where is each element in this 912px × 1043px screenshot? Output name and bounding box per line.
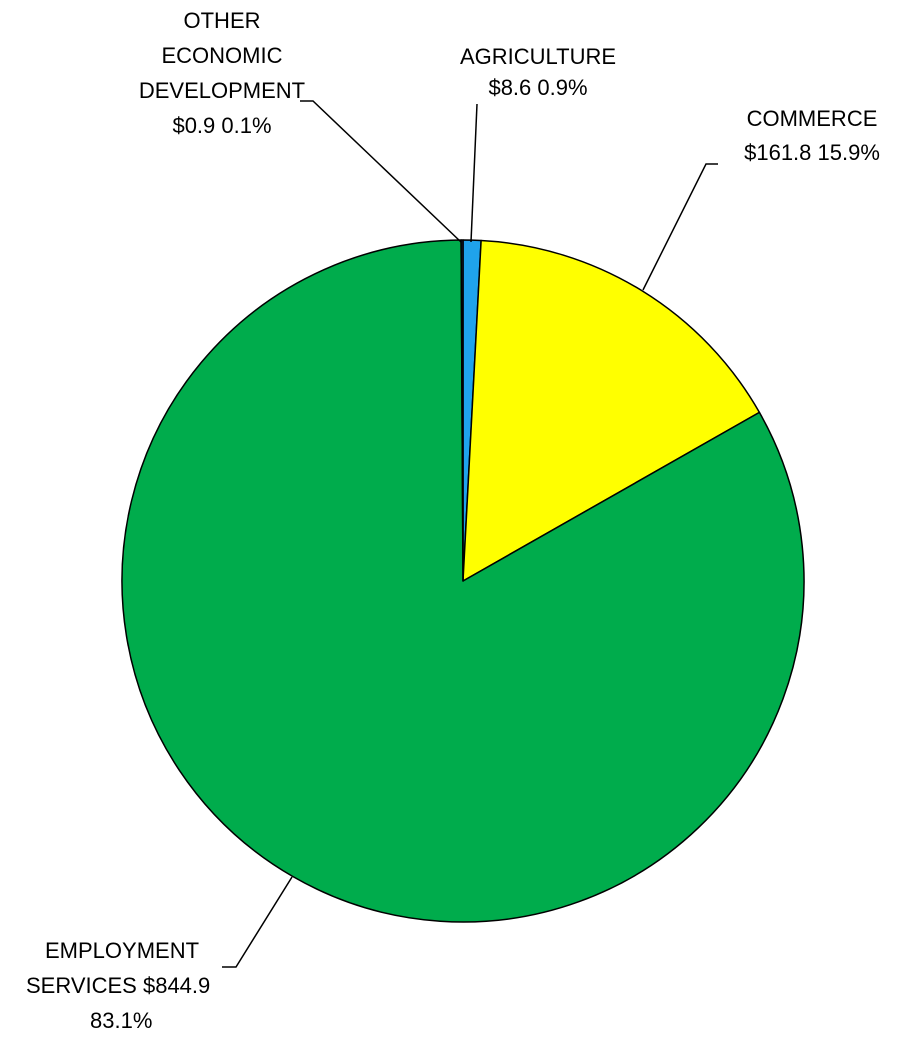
- slice-label-line: DEVELOPMENT: [139, 78, 305, 103]
- leader-line-agriculture: [470, 103, 478, 243]
- leader-line-commerce: [642, 163, 718, 291]
- slice-label-employment-services: EMPLOYMENT SERVICES $844.9 83.1%: [26, 938, 210, 1033]
- slice-label-line: COMMERCE: [747, 106, 878, 131]
- slice-label-line: $161.8 15.9%: [744, 140, 880, 165]
- pie-slices: [121, 239, 805, 923]
- slice-label-line: 83.1%: [90, 1008, 152, 1033]
- leader-lines: [222, 100, 718, 968]
- slice-label-other-economic-development: OTHER ECONOMIC DEVELOPMENT $0.9 0.1%: [139, 8, 305, 138]
- slice-label-line: OTHER: [184, 8, 261, 33]
- slice-label-line: EMPLOYMENT: [45, 938, 199, 963]
- slice-label-line: $0.9 0.1%: [172, 113, 271, 138]
- slice-label-line: ECONOMIC: [162, 43, 283, 68]
- slice-label-commerce: COMMERCE $161.8 15.9%: [744, 106, 880, 165]
- slice-label-line: SERVICES $844.9: [26, 973, 210, 998]
- slice-label-line: $8.6 0.9%: [488, 75, 587, 100]
- pie-slice-other-economic-development: [460, 239, 464, 582]
- slice-label-line: AGRICULTURE: [460, 44, 616, 69]
- slice-labels: AGRICULTURE $8.6 0.9% COMMERCE $161.8 15.9%…: [26, 8, 880, 1033]
- slice-label-agriculture: AGRICULTURE $8.6 0.9%: [460, 44, 616, 100]
- leader-line-other-economic-development: [300, 100, 462, 243]
- pie-slice-commerce: [462, 239, 761, 582]
- leader-line-employment-services: [222, 876, 293, 968]
